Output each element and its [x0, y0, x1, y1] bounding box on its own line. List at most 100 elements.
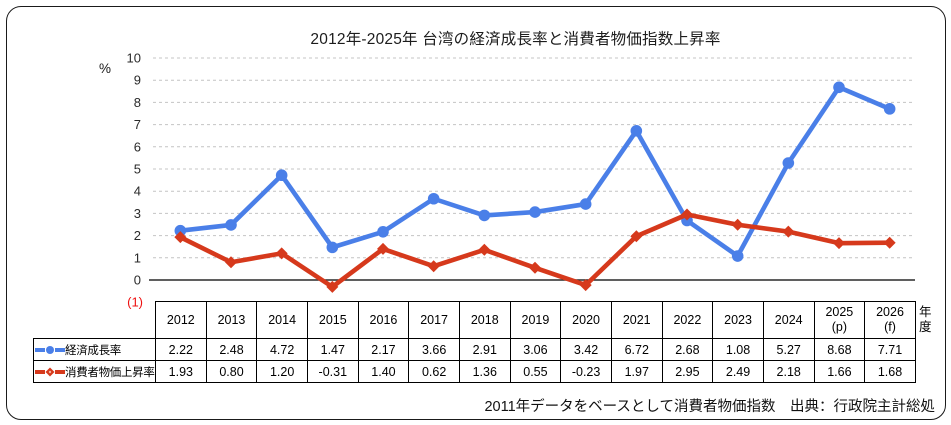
y-tick-label: 5 [134, 162, 141, 177]
value-cell: 1.47 [306, 338, 359, 361]
year-header-row: 2012 2013 2014 2015 2016 2017 2018 2019 2020 2021… [34, 301, 916, 339]
data-point-circle-marker [377, 226, 389, 238]
year-header-cell: 2017 [408, 301, 460, 339]
data-point-circle-marker [427, 192, 440, 205]
y-tick-label: 9 [134, 73, 141, 88]
value-cell: 1.66 [813, 360, 866, 383]
data-point-circle-marker [782, 157, 795, 169]
data-point-circle-marker [630, 125, 643, 137]
table-row: 消費者物価上昇率 1.93 0.80 1.20 -0.31 1.40 0.62 1.36 0.5… [33, 360, 916, 383]
data-table: 2012 2013 2014 2015 2016 2017 2018 2019 2020 2021… [33, 301, 916, 383]
value-cell: 1.36 [458, 360, 511, 383]
series-legend: 消費者物価上昇率 [35, 364, 155, 380]
value-cell: 1.93 [155, 360, 207, 383]
series-legend-cell: 経済成長率 [33, 338, 156, 361]
table-header: 2012 2013 2014 2015 2016 2017 2018 2019 2020 2021… [34, 301, 916, 339]
value-cell: 5.27 [762, 338, 815, 361]
value-cell: 7.71 [864, 338, 916, 361]
value-cell: 4.72 [256, 338, 308, 361]
value-cell: -0.31 [306, 360, 359, 383]
data-point-diamond-marker [225, 256, 237, 269]
data-point-diamond-marker [579, 279, 592, 292]
table-corner-cell [34, 302, 156, 339]
value-cell: 3.42 [560, 338, 612, 361]
series-line-cpi [178, 212, 892, 290]
y-tick-label: 7 [134, 117, 141, 132]
value-cell: 0.55 [509, 360, 562, 383]
value-cell: 1.20 [256, 360, 308, 383]
year-header-cell: 2025 (p) [813, 301, 866, 339]
data-point-circle-marker [478, 209, 491, 222]
y-tick-label: 3 [134, 206, 141, 221]
data-point-circle-marker [681, 214, 693, 227]
series-line-growth [178, 85, 892, 259]
value-cell: 1.08 [712, 338, 764, 361]
data-point-diamond-marker [782, 225, 795, 238]
value-cell: 3.66 [408, 338, 460, 361]
value-cell: 0.62 [408, 360, 460, 383]
value-cell: 2.17 [357, 338, 410, 361]
value-cell: 1.68 [864, 360, 916, 383]
y-tick-label: 6 [134, 139, 141, 154]
year-header-cell: 2019 [509, 301, 562, 339]
table-row: 経済成長率 2.22 2.48 4.72 1.47 2.17 3.66 2.91 3.06 3.4… [33, 338, 916, 361]
value-cell: 6.72 [610, 338, 663, 361]
value-cell: 2.22 [155, 338, 207, 361]
data-point-circle-marker [529, 206, 541, 218]
year-header-cell: 2013 [205, 301, 258, 339]
series-legend-cell: 消費者物価上昇率 [33, 360, 156, 383]
y-tick-label: 8 [134, 95, 141, 110]
circle-legend-marker-icon [35, 345, 65, 354]
y-tick-label: 4 [134, 184, 141, 199]
year-header-cell: 2022 [661, 301, 714, 339]
data-point-circle-marker [833, 81, 845, 94]
value-cell: 2.91 [458, 338, 511, 361]
data-point-circle-marker [174, 224, 187, 237]
data-point-circle-marker [731, 250, 744, 262]
data-point-diamond-marker [883, 236, 896, 249]
year-header-cell: 2024 [762, 301, 815, 339]
data-point-circle-marker [883, 103, 896, 115]
series-legend: 経済成長率 [35, 342, 155, 358]
data-point-circle-marker [579, 198, 592, 210]
percent-axis-label: % [99, 61, 111, 76]
y-tick-label: 10 [127, 51, 141, 66]
data-point-diamond-marker [681, 208, 693, 221]
year-header-cell: 2015 [306, 301, 359, 339]
data-point-diamond-marker [833, 237, 845, 250]
y-tick-label: 1 [134, 250, 141, 265]
value-cell: 3.06 [509, 338, 562, 361]
year-header-cell: 2026 (f) [864, 301, 916, 339]
data-point-diamond-marker [731, 218, 744, 231]
series-legend-label: 消費者物価上昇率 [65, 366, 155, 379]
data-point-diamond-marker [630, 230, 643, 243]
data-point-circle-marker [326, 241, 339, 254]
table-body: 経済成長率 2.22 2.48 4.72 1.47 2.17 3.66 2.91 3.06 3.4… [33, 338, 916, 383]
value-cell: 0.80 [205, 360, 258, 383]
data-point-diamond-marker [427, 260, 440, 273]
y-tick-label: 2 [134, 228, 141, 243]
year-header-cell: 2021 [610, 301, 663, 339]
data-point-circle-marker [225, 219, 237, 231]
value-cell: 8.68 [813, 338, 866, 361]
data-point-diamond-marker [377, 242, 389, 255]
data-point-diamond-marker [275, 247, 288, 260]
year-header-cell: 2018 [458, 301, 511, 339]
value-cell: 1.97 [610, 360, 663, 383]
year-header-cell: 2023 [712, 301, 764, 339]
data-point-diamond-marker [174, 231, 187, 244]
diamond-legend-marker-icon [35, 367, 65, 376]
value-cell: 2.48 [205, 338, 258, 361]
year-header-cell: 2020 [560, 301, 612, 339]
chart-title: 2012年-2025年 台湾の経済成長率と消費者物価指数上昇率 [310, 31, 721, 48]
data-point-diamond-marker [529, 261, 541, 274]
data-point-diamond-marker [326, 280, 339, 293]
value-cell: -0.23 [560, 360, 612, 383]
series-legend-label: 経済成長率 [65, 344, 121, 357]
year-axis-label: 年度 [919, 305, 932, 334]
year-header-cell: 2014 [256, 301, 308, 339]
year-header-cell: 2012 [155, 301, 207, 339]
value-cell: 2.68 [661, 338, 714, 361]
value-cell: 2.18 [762, 360, 815, 383]
